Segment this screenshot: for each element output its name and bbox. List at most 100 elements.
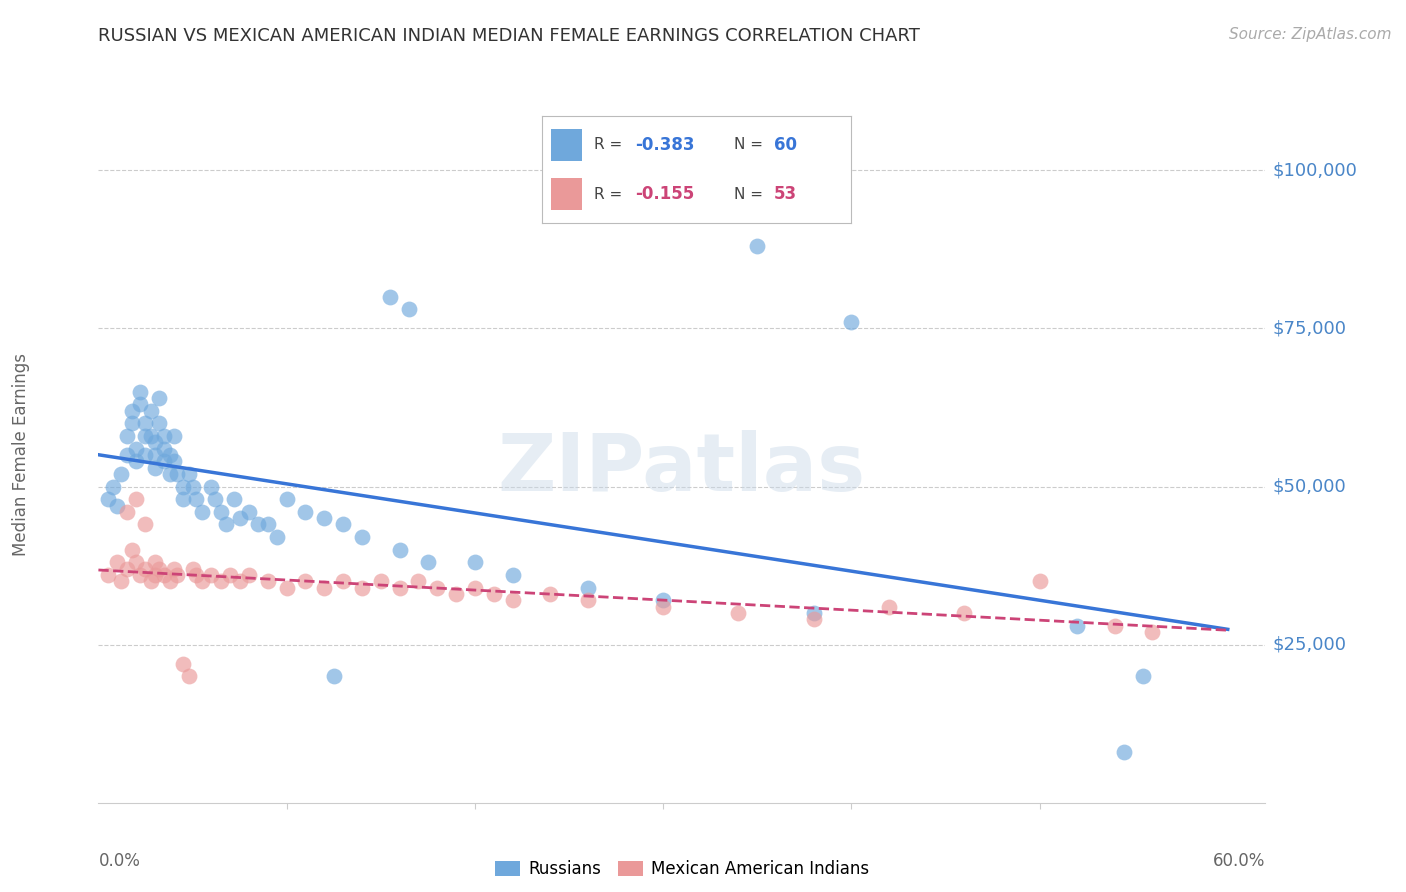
Point	[134, 417, 156, 431]
Point	[1028, 574, 1050, 589]
Point	[143, 435, 166, 450]
Point	[482, 587, 505, 601]
Point	[139, 429, 162, 443]
Point	[266, 530, 288, 544]
Point	[181, 562, 204, 576]
Text: 53: 53	[773, 186, 797, 203]
Point	[191, 505, 214, 519]
Point	[125, 556, 148, 570]
Point	[115, 429, 138, 443]
Point	[332, 517, 354, 532]
Text: ZIPatlas: ZIPatlas	[498, 430, 866, 508]
Point	[139, 574, 162, 589]
Point	[200, 568, 222, 582]
Point	[314, 581, 336, 595]
Point	[322, 669, 344, 683]
Point	[166, 467, 188, 481]
Point	[186, 568, 208, 582]
Text: N =: N =	[734, 137, 768, 153]
Point	[200, 479, 222, 493]
Text: Median Female Earnings: Median Female Earnings	[13, 353, 30, 557]
Point	[163, 454, 186, 468]
Point	[125, 492, 148, 507]
Point	[172, 492, 194, 507]
Point	[803, 606, 825, 620]
Point	[1066, 618, 1088, 632]
Point	[294, 574, 316, 589]
Point	[332, 574, 354, 589]
Point	[350, 581, 373, 595]
Text: 60.0%: 60.0%	[1213, 852, 1265, 870]
Point	[576, 593, 599, 607]
Point	[398, 302, 420, 317]
Point	[276, 581, 298, 595]
Point	[408, 574, 430, 589]
Point	[166, 568, 188, 582]
Point	[163, 562, 186, 576]
Point	[464, 556, 486, 570]
Point	[115, 505, 138, 519]
Point	[134, 517, 156, 532]
Point	[238, 505, 260, 519]
Point	[186, 492, 208, 507]
Text: 60: 60	[773, 136, 797, 153]
Point	[1132, 669, 1154, 683]
Text: 0.0%: 0.0%	[98, 852, 141, 870]
Point	[134, 429, 156, 443]
Point	[294, 505, 316, 519]
Point	[502, 568, 524, 582]
Point	[172, 657, 194, 671]
Point	[177, 467, 200, 481]
Point	[953, 606, 976, 620]
Point	[153, 454, 176, 468]
Point	[502, 593, 524, 607]
Point	[219, 568, 242, 582]
Point	[204, 492, 226, 507]
Point	[256, 574, 278, 589]
Point	[159, 574, 181, 589]
Legend: Russians, Mexican American Indians: Russians, Mexican American Indians	[488, 854, 876, 885]
Point	[803, 612, 825, 626]
Text: $100,000: $100,000	[1272, 161, 1357, 179]
Point	[153, 429, 176, 443]
Point	[839, 315, 862, 329]
Point	[121, 542, 143, 557]
Point	[105, 556, 128, 570]
Point	[370, 574, 392, 589]
Point	[134, 562, 156, 576]
Point	[727, 606, 749, 620]
Point	[134, 448, 156, 462]
Point	[143, 556, 166, 570]
Point	[105, 499, 128, 513]
Point	[143, 448, 166, 462]
Point	[181, 479, 204, 493]
Text: $50,000: $50,000	[1272, 477, 1346, 496]
Point	[388, 542, 411, 557]
Point	[1114, 745, 1136, 759]
Text: N =: N =	[734, 186, 768, 202]
Point	[238, 568, 260, 582]
Point	[416, 556, 439, 570]
Point	[877, 599, 900, 614]
Point	[576, 581, 599, 595]
Text: $75,000: $75,000	[1272, 319, 1347, 337]
Text: RUSSIAN VS MEXICAN AMERICAN INDIAN MEDIAN FEMALE EARNINGS CORRELATION CHART: RUSSIAN VS MEXICAN AMERICAN INDIAN MEDIA…	[98, 27, 921, 45]
Point	[388, 581, 411, 595]
Point	[125, 454, 148, 468]
Point	[97, 492, 120, 507]
Point	[128, 384, 150, 399]
Point	[652, 599, 675, 614]
Point	[139, 403, 162, 417]
Point	[652, 593, 675, 607]
Point	[215, 517, 238, 532]
Point	[115, 448, 138, 462]
Point	[1104, 618, 1126, 632]
Point	[163, 429, 186, 443]
Point	[143, 460, 166, 475]
Point	[143, 568, 166, 582]
Point	[153, 442, 176, 456]
Point	[159, 467, 181, 481]
Point	[314, 511, 336, 525]
Point	[191, 574, 214, 589]
Text: Source: ZipAtlas.com: Source: ZipAtlas.com	[1229, 27, 1392, 42]
